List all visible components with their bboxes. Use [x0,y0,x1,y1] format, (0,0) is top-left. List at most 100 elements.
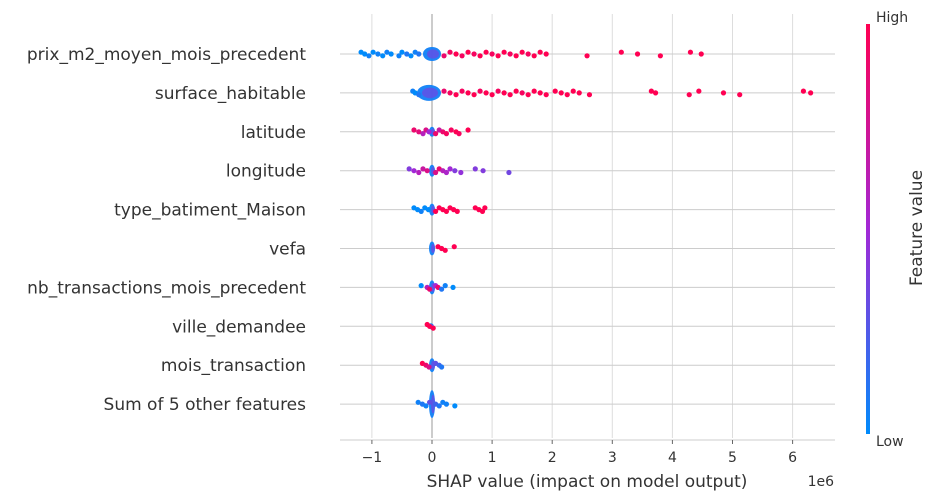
shap-point [525,51,531,57]
feature-points [411,203,488,216]
shap-point [513,88,519,94]
shap-point [477,53,483,59]
shap-point [698,51,704,57]
x-tick-label: 4 [668,450,677,466]
shap-point [420,131,426,137]
x-tick-label: 2 [548,450,557,466]
feature-label: ville_demandee [172,317,306,337]
shap-point [388,51,394,57]
x-axis-offset-text: 1e6 [808,474,835,490]
shap-point [406,166,412,172]
shap-point [443,131,450,137]
feature-points [410,84,814,101]
shap-point [453,92,459,98]
shap-point [471,92,477,98]
x-tick-label: 1 [488,450,497,466]
shap-point [426,286,433,292]
shap-point [441,88,447,94]
shap-point [442,283,448,289]
shap-point [543,51,549,57]
shap-point [657,53,663,59]
shap-point [439,364,445,370]
shap-point [433,169,439,176]
shap-point [411,127,417,133]
shap-point [433,131,439,137]
shap-point [495,53,501,59]
points-layer [358,47,814,419]
shap-point [399,49,405,55]
shap-point [652,90,659,96]
x-axis-title: SHAP value (impact on model output) [427,472,748,492]
shap-point [618,49,624,55]
shap-point [447,90,453,96]
shap-point [465,49,471,55]
feature-points [424,321,436,331]
shap-point [477,88,483,94]
feature-points [411,126,471,137]
dense-point-cluster [421,87,439,99]
shap-point [501,49,507,55]
shap-point [531,53,537,59]
feature-label: prix_m2_moyen_mois_precedent [27,45,306,65]
shap-point [443,401,450,407]
shap-point [586,92,593,98]
x-tick-label: 3 [608,450,617,466]
shap-point [408,53,414,59]
feature-label: surface_habitable [155,84,306,104]
shap-point [537,90,543,96]
shap-point [584,53,590,59]
feature-points [358,47,704,61]
shap-point [808,90,814,96]
colorbar-high-label: High [876,10,908,26]
shap-point [495,88,501,94]
shap-point [501,90,507,96]
shap-point [489,92,495,98]
shap-point [418,208,424,214]
shap-point [552,88,558,94]
shap-point [531,88,537,94]
shap-point [439,286,445,292]
shap-point [507,51,513,57]
shap-point [513,53,519,59]
shap-point [454,208,460,214]
shap-point [426,129,432,135]
feature-points [419,358,445,373]
feature-labels: prix_m2_moyen_mois_precedent surface_habi… [27,45,306,415]
shap-point [416,169,422,176]
shap-point [441,53,447,59]
colorbar: High Low Feature value [866,10,927,450]
shap-point [416,129,422,135]
shap-point [483,90,489,96]
shap-point [465,90,471,96]
shap-point [366,53,372,59]
shap-point [472,166,478,172]
shap-point [384,49,390,55]
shap-point [418,283,424,289]
shap-point [686,92,692,98]
feature-points [418,280,456,295]
x-tick-label: 6 [788,450,797,466]
shap-point [443,169,450,176]
colorbar-title: Feature value [907,170,927,286]
vertical-gridlines [371,14,794,438]
feature-label: Sum of 5 other features [104,395,307,415]
colorbar-low-label: Low [876,434,904,450]
shap-point [448,127,454,133]
x-axis: −1 0 1 2 3 4 5 6 [340,439,835,466]
shap-point [424,168,430,174]
feature-label: type_batiment_Maison [114,201,306,221]
x-tick-label: 0 [428,450,437,466]
shap-point [426,364,432,370]
shap-point [543,92,549,98]
shap-point [450,284,456,290]
shap-point [456,131,462,137]
shap-point [506,169,512,176]
feature-points [429,241,457,256]
shap-point [423,403,429,409]
feature-label: mois_transaction [161,356,306,376]
shap-point [576,90,582,96]
feature-label: longitude [226,162,306,182]
shap-point [459,53,465,59]
shap-point [425,207,431,213]
